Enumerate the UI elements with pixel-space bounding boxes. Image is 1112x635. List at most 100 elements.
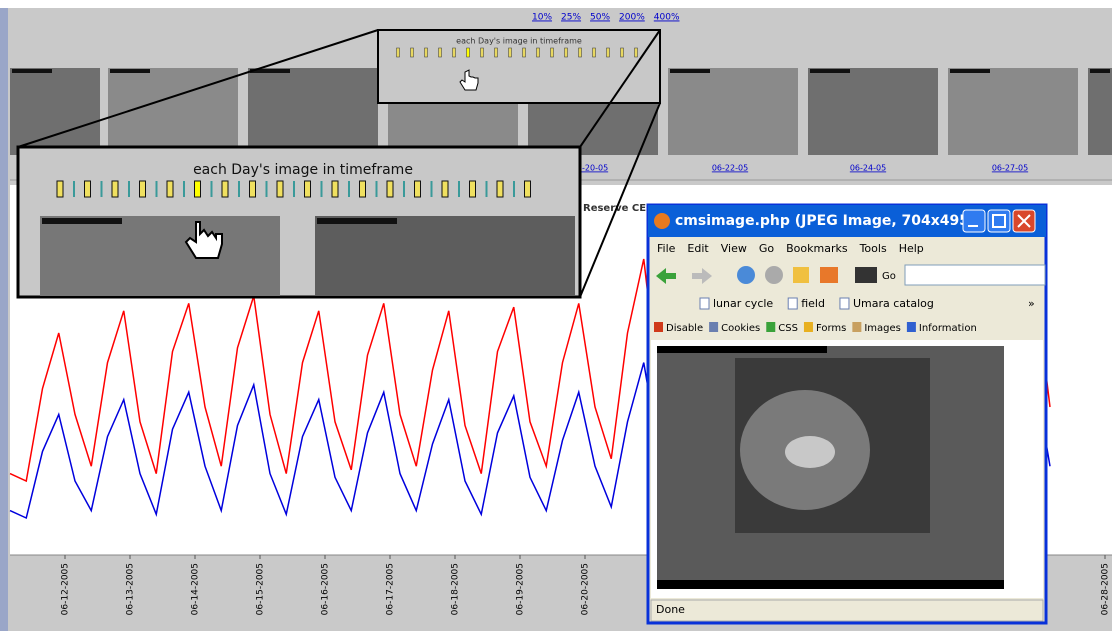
day-tick-small	[607, 48, 610, 57]
x-tick-label: 06-13-2005	[126, 563, 136, 615]
zoom-link[interactable]: 25%	[561, 13, 581, 23]
dev-icon	[907, 322, 916, 332]
thumbnail-date[interactable]: 06-27-05	[992, 164, 1028, 173]
thumbnail[interactable]	[948, 68, 1078, 155]
day-tick[interactable]	[360, 181, 366, 197]
day-tick[interactable]	[415, 181, 421, 197]
day-tick[interactable]	[442, 181, 448, 197]
day-tick[interactable]	[497, 181, 503, 197]
home-button[interactable]	[793, 267, 809, 283]
menu-item[interactable]: Edit	[687, 242, 709, 255]
day-tick[interactable]	[470, 181, 476, 197]
day-tick-small	[579, 48, 582, 57]
thumbnail-label-bar	[950, 69, 990, 73]
menu-item[interactable]: Go	[759, 242, 775, 255]
thumbnail-label-bar	[12, 69, 52, 73]
body: 10%25%50%200%400% 06-20-0506-22-0506-24-…	[0, 0, 1112, 631]
day-tick[interactable]	[277, 181, 283, 197]
toolbar-icon[interactable]	[820, 267, 838, 283]
day-tick[interactable]	[222, 181, 228, 197]
zoom-link[interactable]: 50%	[590, 13, 610, 23]
bookmarks-more[interactable]: »	[1028, 297, 1035, 310]
thumb-zoom	[315, 216, 575, 296]
thumb-label-bar	[317, 218, 397, 224]
big-caption: each Day's image in timeframe	[193, 162, 413, 178]
day-tick-small	[565, 48, 568, 57]
search-box[interactable]	[905, 265, 1045, 285]
minimize-button[interactable]	[963, 210, 985, 232]
screenshot: 10%25%50%200%400% 06-20-0506-22-0506-24-…	[0, 0, 1112, 631]
thumbnail-date[interactable]: 06-22-05	[712, 164, 748, 173]
bookmark[interactable]: lunar cycle	[713, 297, 773, 310]
thumbnail[interactable]	[10, 68, 100, 155]
thumbnail[interactable]	[668, 68, 798, 155]
day-tick[interactable]	[387, 181, 393, 197]
x-tick-label: 06-17-2005	[386, 563, 396, 615]
x-tick-label: 06-28-2005	[1101, 563, 1111, 615]
day-tick[interactable]	[305, 181, 311, 197]
maximize-button[interactable]	[988, 210, 1010, 232]
dev-menu[interactable]: Images	[864, 323, 901, 334]
window-title: cmsimage.php (JPEG Image, 704x495…	[675, 213, 983, 229]
firefox-icon	[654, 213, 670, 229]
menu-item[interactable]: Bookmarks	[786, 242, 848, 255]
left-frame	[0, 8, 8, 631]
x-tick-label: 06-16-2005	[321, 563, 331, 615]
browser-window: cmsimage.php (JPEG Image, 704x495… File E…	[648, 205, 1046, 623]
bookmark[interactable]: Umara catalog	[853, 297, 934, 310]
day-tick[interactable]	[112, 181, 118, 197]
stop-button[interactable]	[765, 266, 783, 284]
day-tick[interactable]	[140, 181, 146, 197]
bookmark-icon	[700, 298, 709, 309]
day-tick-small	[537, 48, 540, 57]
day-tick-small	[523, 48, 526, 57]
day-tick-small	[467, 48, 470, 57]
dev-icon	[709, 322, 718, 332]
zoom-link[interactable]: 400%	[654, 13, 680, 23]
menu-bar: File Edit View Go Bookmarks Tools Help	[657, 242, 924, 255]
toolbar-icon[interactable]	[855, 267, 877, 283]
day-tick[interactable]	[167, 181, 173, 197]
thumb-label-bar	[42, 218, 122, 224]
zoom-link[interactable]: 10%	[532, 13, 552, 23]
thumb-zoom	[40, 216, 280, 296]
thumbnail-label-bar	[110, 69, 150, 73]
dev-icon	[766, 322, 775, 332]
thumbnail[interactable]	[248, 68, 378, 155]
thumbnail-date[interactable]: 06-24-05	[850, 164, 886, 173]
dev-menu[interactable]: Cookies	[721, 323, 760, 334]
page: {"zoom_links": ["10%", "25%", "50%", "20…	[0, 0, 1112, 631]
day-tick[interactable]	[332, 181, 338, 197]
bookmark[interactable]: field	[801, 297, 825, 310]
dev-menu[interactable]: Disable	[666, 323, 703, 334]
x-tick-label: 06-20-2005	[581, 563, 591, 615]
menu-item[interactable]: Help	[899, 242, 924, 255]
eggs	[785, 436, 835, 468]
menu-item[interactable]: File	[657, 242, 676, 255]
day-tick-small	[593, 48, 596, 57]
thumbnail-label-bar	[810, 69, 850, 73]
menu-item[interactable]: View	[721, 242, 747, 255]
day-tick-small	[397, 48, 400, 57]
dev-menu[interactable]: Information	[919, 323, 977, 334]
dev-menu[interactable]: CSS	[778, 323, 798, 334]
day-tick[interactable]	[525, 181, 531, 197]
thumbnail[interactable]	[1088, 68, 1112, 155]
day-tick-small	[439, 48, 442, 57]
day-tick-small	[453, 48, 456, 57]
day-tick[interactable]	[85, 181, 91, 197]
dev-icon	[654, 322, 663, 332]
day-tick[interactable]	[250, 181, 256, 197]
go-button[interactable]: Go	[882, 271, 896, 282]
menu-item[interactable]: Tools	[859, 242, 887, 255]
small-caption: each Day's image in timeframe	[456, 37, 582, 46]
zoom-link[interactable]: 200%	[619, 13, 645, 23]
dev-menu[interactable]: Forms	[816, 323, 846, 334]
reload-button[interactable]	[737, 266, 755, 284]
thumbnail[interactable]	[808, 68, 938, 155]
thumbnail-label-bar	[670, 69, 710, 73]
day-tick[interactable]	[57, 181, 63, 197]
image-caption-bar	[657, 346, 827, 353]
day-tick[interactable]	[195, 181, 201, 197]
developer-toolbar: Disable Cookies CSS Forms Images Information	[654, 322, 977, 334]
